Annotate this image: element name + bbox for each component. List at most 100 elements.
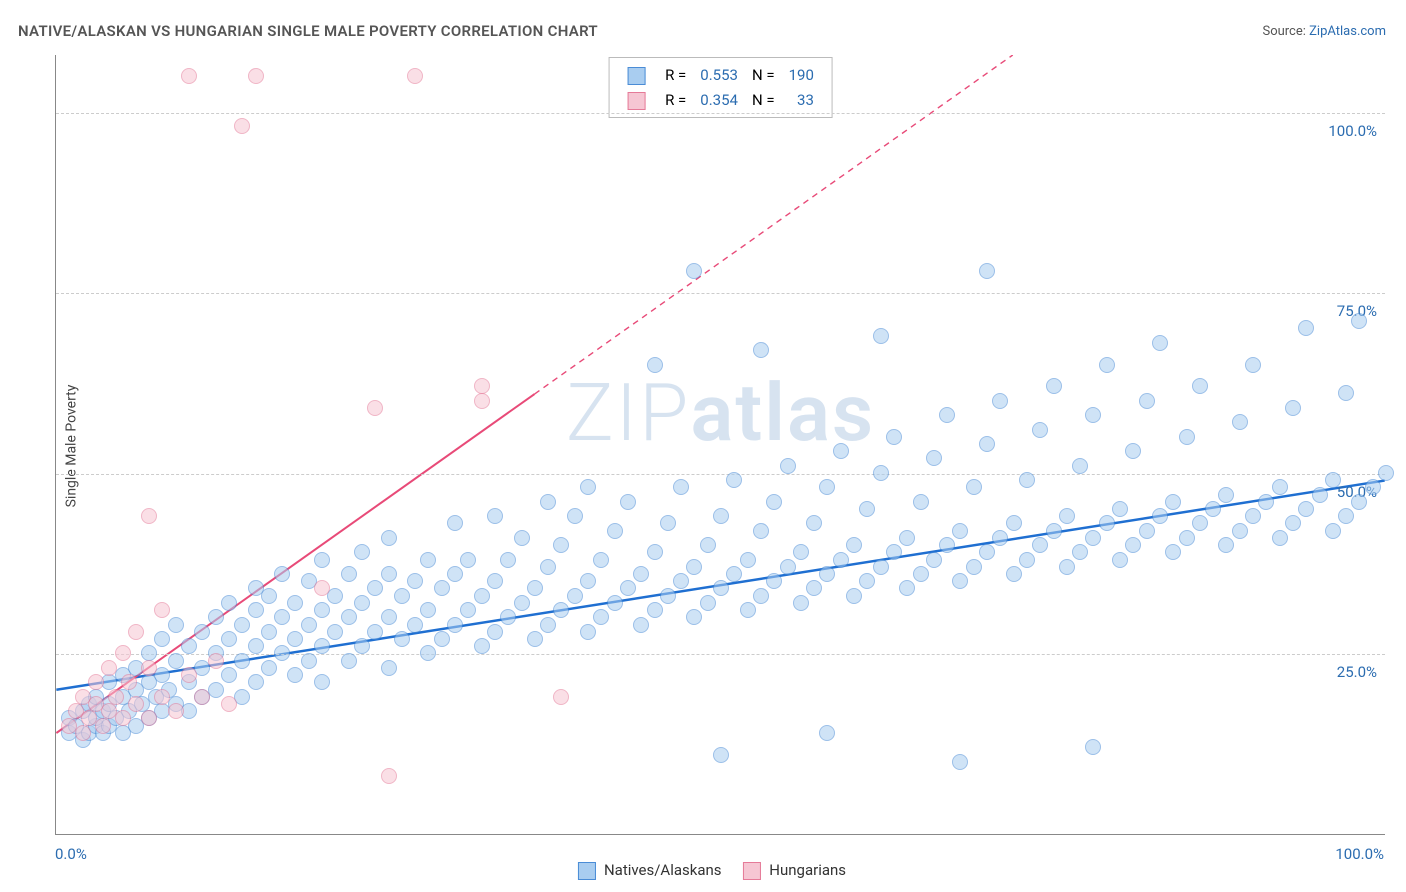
point-natives — [1032, 422, 1048, 438]
point-natives — [274, 566, 290, 582]
point-natives — [248, 638, 264, 654]
watermark: ZIPatlas — [566, 366, 875, 460]
point-natives — [1165, 544, 1181, 560]
point-natives — [873, 328, 889, 344]
point-natives — [873, 465, 889, 481]
point-natives — [287, 667, 303, 683]
point-natives — [381, 609, 397, 625]
point-hungarians — [141, 710, 157, 726]
point-natives — [593, 552, 609, 568]
point-natives — [1019, 552, 1035, 568]
point-natives — [926, 450, 942, 466]
point-natives — [700, 537, 716, 553]
point-natives — [992, 393, 1008, 409]
point-hungarians — [154, 689, 170, 705]
legend-stats-row: R =0.354N =33 — [621, 89, 820, 112]
point-natives — [474, 588, 490, 604]
point-natives — [1351, 494, 1367, 510]
point-natives — [248, 674, 264, 690]
point-hungarians — [553, 689, 569, 705]
point-hungarians — [194, 689, 210, 705]
legend-label-natives: Natives/Alaskans — [604, 861, 722, 879]
legend-stats-row: R =0.553N =190 — [621, 64, 820, 87]
point-hungarians — [407, 68, 423, 84]
point-natives — [979, 544, 995, 560]
point-natives — [1285, 515, 1301, 531]
point-natives — [1298, 501, 1314, 517]
point-natives — [381, 660, 397, 676]
point-natives — [753, 342, 769, 358]
point-natives — [992, 530, 1008, 546]
point-natives — [633, 566, 649, 582]
point-natives — [500, 552, 516, 568]
point-natives — [168, 653, 184, 669]
point-natives — [713, 580, 729, 596]
point-natives — [208, 609, 224, 625]
point-natives — [833, 443, 849, 459]
point-natives — [806, 580, 822, 596]
point-natives — [1152, 335, 1168, 351]
legend-bottom: Natives/Alaskans Hungarians — [560, 861, 846, 880]
point-natives — [740, 602, 756, 618]
point-natives — [407, 617, 423, 633]
point-hungarians — [314, 580, 330, 596]
point-natives — [274, 645, 290, 661]
point-natives — [447, 515, 463, 531]
source-link[interactable]: ZipAtlas.com — [1309, 24, 1386, 39]
point-natives — [1192, 378, 1208, 394]
point-natives — [1312, 487, 1328, 503]
point-natives — [1085, 530, 1101, 546]
point-natives — [607, 523, 623, 539]
point-natives — [607, 595, 623, 611]
gridline — [56, 293, 1385, 294]
point-hungarians — [181, 667, 197, 683]
point-natives — [234, 653, 250, 669]
point-natives — [314, 602, 330, 618]
point-natives — [620, 580, 636, 596]
point-natives — [1139, 393, 1155, 409]
point-natives — [780, 559, 796, 575]
point-natives — [181, 638, 197, 654]
point-natives — [234, 617, 250, 633]
point-natives — [859, 573, 875, 589]
point-natives — [952, 754, 968, 770]
point-natives — [1019, 472, 1035, 488]
gridline — [56, 113, 1385, 114]
point-natives — [540, 559, 556, 575]
point-natives — [327, 624, 343, 640]
point-natives — [939, 407, 955, 423]
point-natives — [394, 631, 410, 647]
point-natives — [1325, 472, 1341, 488]
point-natives — [1112, 552, 1128, 568]
point-natives — [766, 494, 782, 510]
point-natives — [221, 667, 237, 683]
point-natives — [514, 595, 530, 611]
point-natives — [447, 617, 463, 633]
source-prefix: Source: — [1262, 24, 1309, 39]
point-natives — [926, 552, 942, 568]
point-natives — [647, 602, 663, 618]
point-natives — [846, 537, 862, 553]
point-natives — [1046, 523, 1062, 539]
point-natives — [154, 631, 170, 647]
point-natives — [261, 660, 277, 676]
point-natives — [1351, 313, 1367, 329]
point-natives — [819, 479, 835, 495]
point-natives — [966, 559, 982, 575]
point-natives — [1125, 443, 1141, 459]
point-natives — [314, 638, 330, 654]
point-natives — [633, 617, 649, 633]
point-natives — [1179, 429, 1195, 445]
point-natives — [793, 595, 809, 611]
point-natives — [394, 588, 410, 604]
point-hungarians — [181, 68, 197, 84]
point-hungarians — [128, 624, 144, 640]
point-natives — [514, 530, 530, 546]
point-hungarians — [248, 68, 264, 84]
point-natives — [1378, 465, 1394, 481]
point-natives — [1205, 501, 1221, 517]
point-natives — [500, 609, 516, 625]
point-natives — [833, 552, 849, 568]
point-natives — [819, 566, 835, 582]
point-hungarians — [115, 645, 131, 661]
